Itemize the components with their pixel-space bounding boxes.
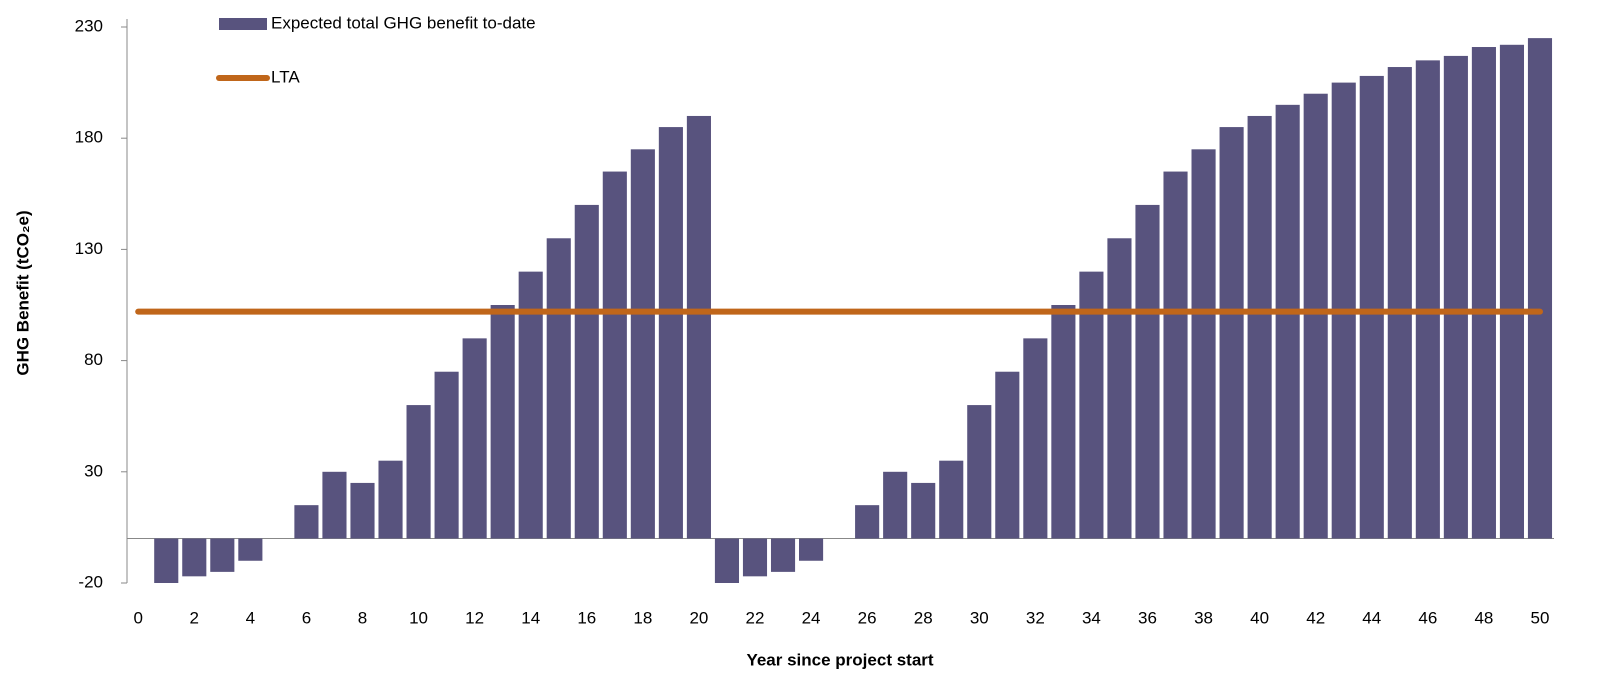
legend-swatch: [219, 18, 267, 30]
bar: [574, 204, 599, 539]
y-tick-label: 180: [75, 128, 103, 147]
bar: [1359, 75, 1384, 539]
bar: [210, 538, 235, 572]
bar: [518, 271, 543, 539]
bar: [1219, 127, 1244, 539]
bar: [770, 538, 796, 572]
bar: [911, 482, 936, 539]
bar: [322, 471, 347, 539]
bar: [434, 371, 459, 539]
x-tick-label: 28: [914, 608, 933, 627]
bar: [1275, 104, 1300, 539]
bar: [1303, 93, 1328, 539]
x-tick-label: 36: [1138, 608, 1157, 627]
bar: [154, 538, 179, 583]
bar: [1499, 44, 1525, 539]
x-tick-label: 34: [1082, 608, 1101, 627]
bar: [995, 371, 1020, 539]
x-tick-label: 50: [1531, 608, 1550, 627]
x-tick-label: 16: [577, 608, 596, 627]
x-axis-label: Year since project start: [746, 650, 933, 669]
x-tick-label: 30: [970, 608, 989, 627]
bar: [1387, 67, 1412, 539]
bar: [1051, 305, 1076, 539]
bar: [1247, 115, 1272, 539]
bar: [294, 505, 319, 539]
x-tick-label: 12: [465, 608, 484, 627]
bar: [406, 405, 431, 539]
bar: [686, 115, 711, 539]
x-tick-label: 6: [302, 608, 311, 627]
x-tick-label: 4: [246, 608, 255, 627]
bar: [742, 538, 768, 577]
bar: [1107, 238, 1132, 539]
bar: [883, 471, 908, 539]
bar: [546, 238, 571, 539]
bar: [462, 338, 487, 539]
x-tick-label: 8: [358, 608, 367, 627]
legend-label: Expected total GHG benefit to-date: [271, 13, 536, 32]
x-tick-label: 26: [858, 608, 877, 627]
x-tick-label: 32: [1026, 608, 1045, 627]
bar: [602, 171, 627, 539]
bar: [1471, 47, 1496, 539]
bar: [1135, 204, 1160, 539]
x-tick-label: 40: [1250, 608, 1269, 627]
bar: [799, 538, 824, 561]
x-tick-label: 44: [1362, 608, 1381, 627]
x-tick-label: 20: [689, 608, 708, 627]
y-axis-label: GHG Benefit (tCO₂e): [13, 210, 32, 375]
x-tick-label: 48: [1474, 608, 1493, 627]
x-tick-label: 46: [1418, 608, 1437, 627]
bar: [855, 505, 880, 539]
bar: [350, 482, 375, 539]
bar: [658, 127, 683, 539]
x-tick-label: 38: [1194, 608, 1213, 627]
bar: [182, 538, 207, 577]
bar: [1415, 60, 1440, 539]
y-tick-label: 130: [75, 239, 103, 258]
bar: [490, 305, 515, 539]
bar: [378, 460, 403, 539]
x-tick-label: 14: [521, 608, 540, 627]
bar: [1527, 38, 1553, 539]
bar: [714, 538, 740, 583]
x-tick-label: 42: [1306, 608, 1325, 627]
bar: [1191, 149, 1216, 539]
bar: [1079, 271, 1104, 539]
x-tick-label: 2: [190, 608, 199, 627]
bar: [967, 405, 992, 539]
bar: [630, 149, 655, 539]
x-tick-label: 18: [633, 608, 652, 627]
y-tick-label: -20: [78, 572, 103, 591]
y-tick-label: 30: [84, 461, 103, 480]
bar: [1443, 55, 1468, 539]
bar: [238, 538, 263, 561]
y-tick-label: 80: [84, 350, 103, 369]
y-tick-label: 230: [75, 16, 103, 35]
x-tick-label: 0: [133, 608, 142, 627]
x-tick-label: 10: [409, 608, 428, 627]
bar: [1023, 338, 1048, 539]
x-tick-label: 24: [802, 608, 821, 627]
bar: [939, 460, 964, 539]
legend-label: LTA: [271, 67, 300, 86]
bar: [1163, 171, 1188, 539]
x-tick-label: 22: [746, 608, 765, 627]
